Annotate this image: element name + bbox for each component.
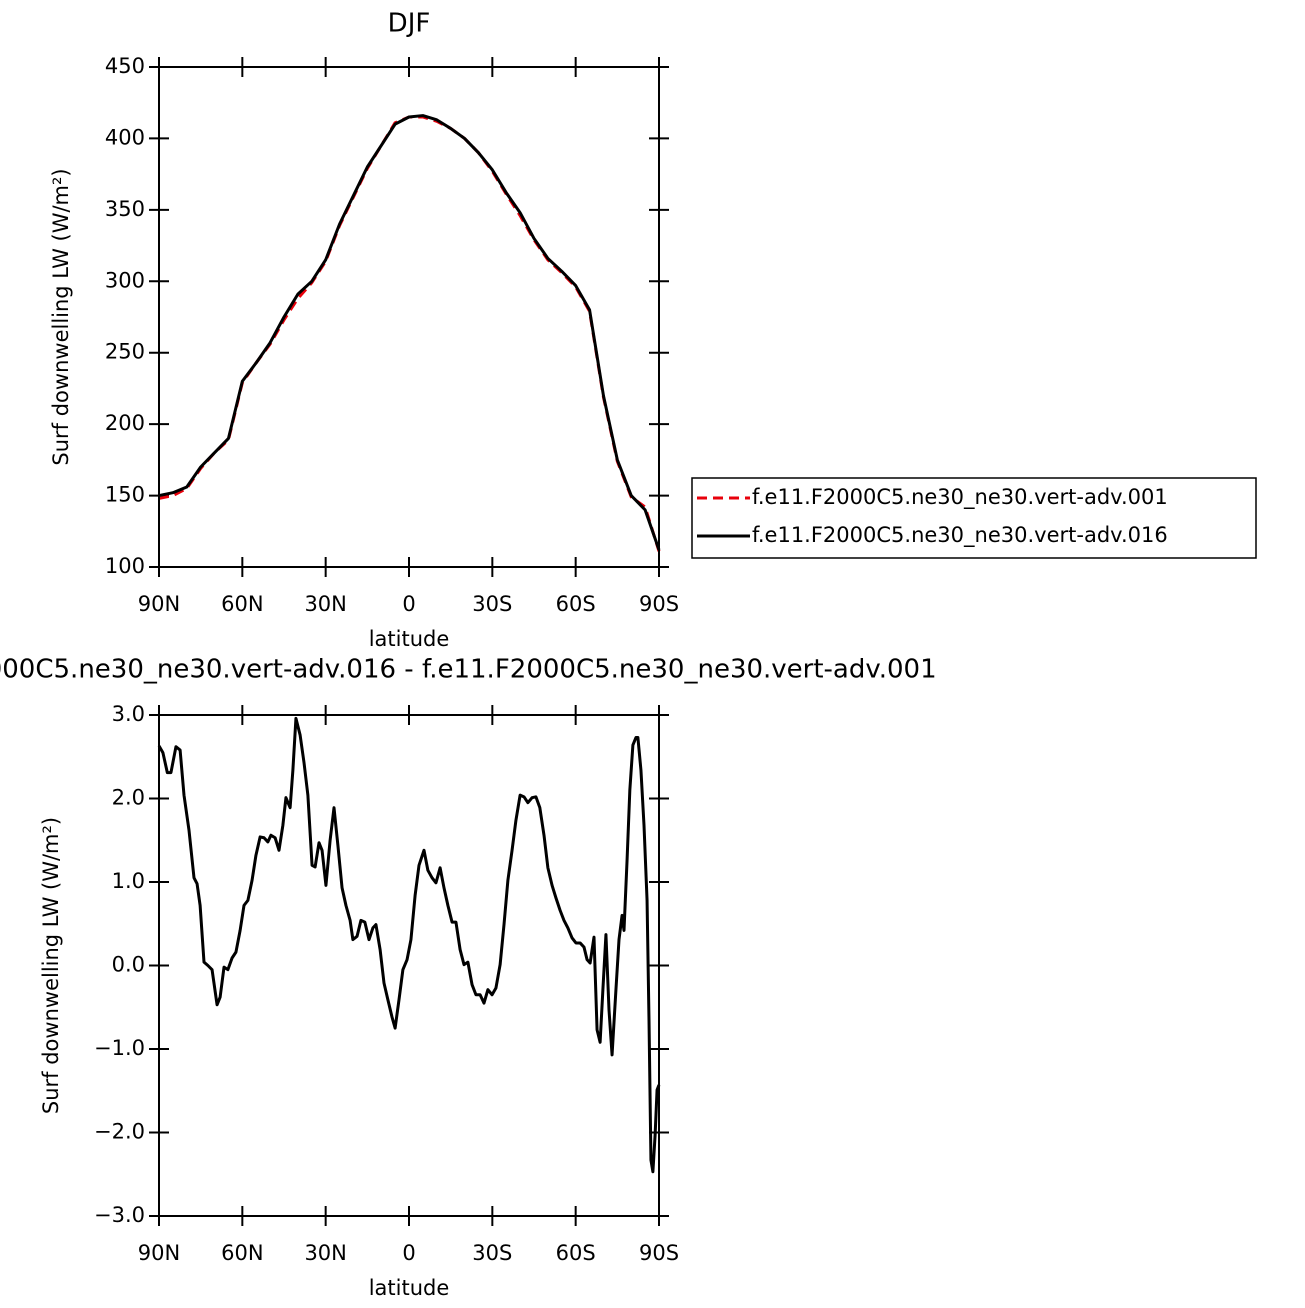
x-tick-label: 0 <box>402 1241 415 1265</box>
x-axis-label: latitude <box>369 627 450 651</box>
data-line <box>158 114 661 551</box>
y-tick-label: 250 <box>105 340 145 364</box>
x-tick-label: 90S <box>639 1241 679 1265</box>
x-tick-label: 30N <box>304 592 346 616</box>
y-tick-label: 2.0 <box>112 786 145 810</box>
data-line <box>158 115 661 552</box>
legend-label: f.e11.F2000C5.ne30_ne30.vert-adv.001 <box>752 485 1168 510</box>
y-tick-label: 400 <box>105 125 145 149</box>
y-tick-label: 300 <box>105 268 145 292</box>
y-tick-label: −3.0 <box>94 1203 145 1227</box>
x-axis-label: latitude <box>369 1276 450 1300</box>
x-tick-label: 90S <box>639 592 679 616</box>
x-tick-label: 0 <box>402 592 415 616</box>
legend-label: f.e11.F2000C5.ne30_ne30.vert-adv.016 <box>752 523 1168 548</box>
y-tick-label: 450 <box>105 54 145 78</box>
plot-frame <box>158 66 660 568</box>
y-tick-label: 200 <box>105 411 145 435</box>
x-tick-label: 30S <box>472 592 512 616</box>
y-tick-label: −1.0 <box>94 1036 145 1060</box>
x-tick-label: 90N <box>138 1241 180 1265</box>
y-tick-label: 0.0 <box>112 953 145 977</box>
x-tick-label: 30N <box>304 1241 346 1265</box>
legend-box <box>691 477 1257 559</box>
plot-frame <box>158 714 660 1217</box>
y-tick-label: 3.0 <box>112 702 145 726</box>
x-tick-label: 60N <box>221 1241 263 1265</box>
y-axis-label: Surf downwelling LW (W/m²) <box>39 817 63 1114</box>
y-tick-label: 350 <box>105 197 145 221</box>
data-line <box>157 716 661 1174</box>
y-tick-label: 100 <box>105 554 145 578</box>
y-axis-label: Surf downwelling LW (W/m²) <box>49 168 73 465</box>
x-tick-label: 60N <box>221 592 263 616</box>
x-tick-label: 90N <box>138 592 180 616</box>
y-tick-label: −2.0 <box>94 1120 145 1144</box>
x-tick-label: 60S <box>556 592 596 616</box>
x-tick-label: 60S <box>556 1241 596 1265</box>
chart-title: DJF <box>388 9 431 39</box>
y-tick-label: 1.0 <box>112 869 145 893</box>
x-tick-label: 30S <box>472 1241 512 1265</box>
chart-title: f.e11.F2000C5.ne30_ne30.vert-adv.016 - f… <box>0 655 937 685</box>
y-tick-label: 150 <box>105 483 145 507</box>
